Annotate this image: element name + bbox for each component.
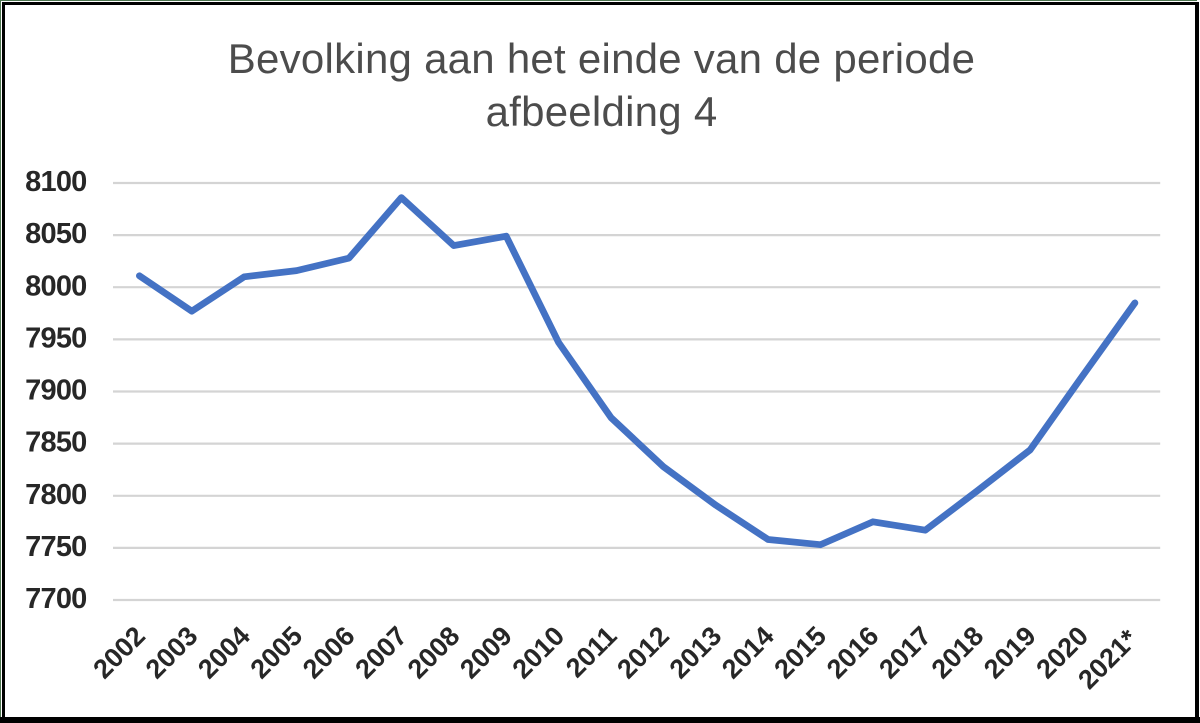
svg-text:2006: 2006 [297, 621, 361, 685]
svg-text:7850: 7850 [25, 427, 86, 459]
svg-text:2005: 2005 [245, 621, 309, 685]
svg-text:2014: 2014 [716, 621, 780, 685]
svg-text:2002: 2002 [87, 621, 151, 685]
svg-text:2015: 2015 [768, 621, 832, 685]
svg-text:2004: 2004 [192, 621, 256, 685]
svg-text:8000: 8000 [25, 270, 86, 302]
svg-text:2013: 2013 [664, 621, 728, 685]
svg-text:2007: 2007 [349, 621, 413, 685]
svg-text:2018: 2018 [926, 621, 990, 685]
svg-text:7800: 7800 [25, 479, 86, 511]
svg-text:7700: 7700 [25, 583, 86, 615]
svg-text:2010: 2010 [507, 621, 571, 685]
svg-text:2019: 2019 [978, 621, 1042, 685]
svg-text:2016: 2016 [821, 621, 885, 685]
svg-text:7950: 7950 [25, 322, 86, 354]
svg-text:8100: 8100 [25, 166, 86, 198]
svg-text:7750: 7750 [25, 531, 86, 563]
svg-text:2011: 2011 [560, 621, 623, 684]
svg-text:8050: 8050 [25, 218, 86, 250]
svg-text:2008: 2008 [402, 621, 466, 685]
svg-text:2012: 2012 [611, 621, 675, 685]
svg-text:7900: 7900 [25, 375, 86, 407]
svg-text:2009: 2009 [454, 621, 518, 685]
svg-text:2003: 2003 [140, 621, 204, 685]
svg-text:2017: 2017 [873, 621, 937, 685]
